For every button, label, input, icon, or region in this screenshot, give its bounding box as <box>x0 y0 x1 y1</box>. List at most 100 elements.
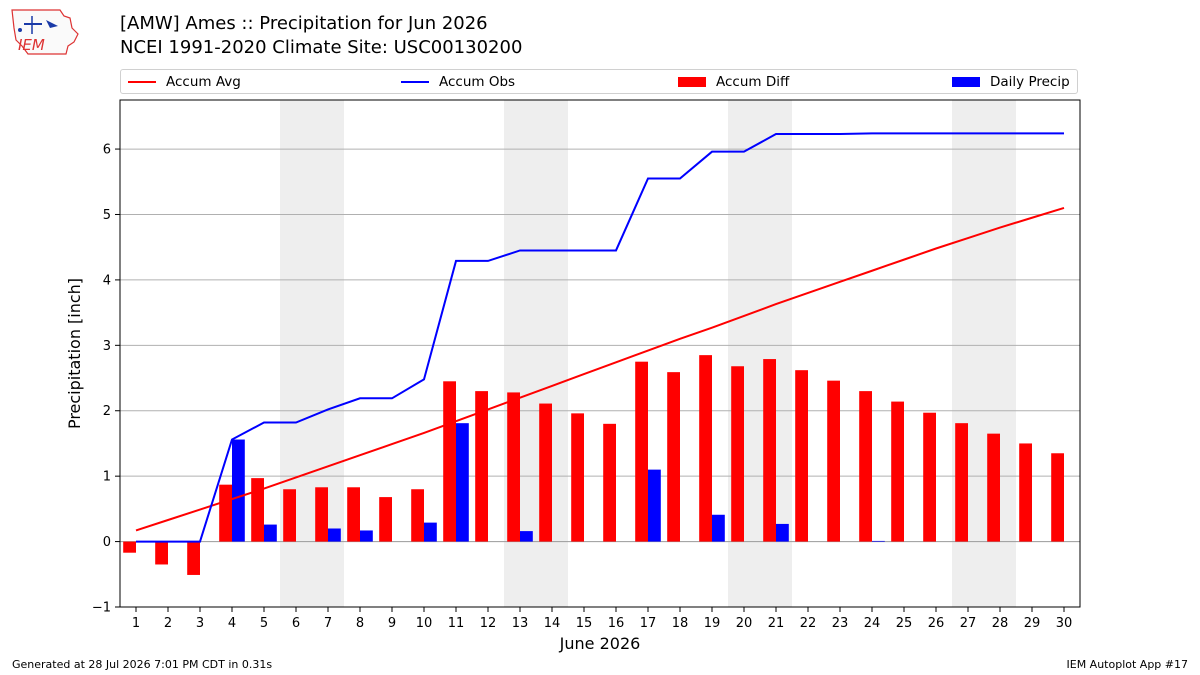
y-tick-label: 5 <box>103 208 111 223</box>
accum-diff-bar <box>315 487 328 542</box>
x-tick-label: 8 <box>356 616 364 631</box>
daily-precip-bar <box>776 523 789 542</box>
accum-diff-bar <box>827 380 840 542</box>
accum-diff-bar <box>1051 453 1064 542</box>
daily-precip-bar <box>520 531 533 542</box>
chart-title: [AMW] Ames :: Precipitation for Jun 2026 <box>120 13 488 34</box>
accum-diff-bar <box>1019 443 1032 542</box>
legend-item-accum-obs: Accum Obs <box>401 73 515 91</box>
accum-obs-line <box>136 132 1064 543</box>
x-tick-label: 4 <box>228 616 236 631</box>
x-tick-label: 9 <box>388 616 396 631</box>
x-tick-label: 13 <box>512 616 529 631</box>
accum-diff-bar <box>699 355 712 542</box>
accum-diff-bar <box>475 391 488 542</box>
daily-precip-bar <box>264 524 277 542</box>
x-tick-label: 20 <box>736 616 753 631</box>
x-tick-label: 1 <box>132 616 140 631</box>
daily-precip-bar <box>872 540 885 542</box>
x-tick-label: 23 <box>832 616 849 631</box>
x-tick-label: 16 <box>608 616 625 631</box>
legend-label-accum-avg: Accum Avg <box>166 74 241 90</box>
accum-diff-bar <box>731 366 744 542</box>
legend-item-accum-avg: Accum Avg <box>128 73 241 91</box>
daily-precip-bar <box>648 469 661 542</box>
accum-diff-bar <box>667 372 680 542</box>
daily-precip-bar <box>712 514 725 542</box>
chart-legend: Accum Avg Accum Obs Accum Diff Daily Pre… <box>120 69 1078 94</box>
legend-swatch-daily-precip <box>952 77 980 87</box>
x-tick-label: 6 <box>292 616 300 631</box>
accum-diff-bar <box>187 541 200 575</box>
accum-diff-bar <box>635 361 648 542</box>
accum-avg-line <box>135 206 1065 532</box>
x-tick-label: 18 <box>672 616 689 631</box>
x-tick-label: 5 <box>260 616 268 631</box>
accum-diff-bar <box>859 391 872 542</box>
x-tick-label: 19 <box>704 616 721 631</box>
footer-app-label: IEM Autoplot App #17 <box>1066 658 1189 671</box>
y-tick-label: −1 <box>92 601 111 616</box>
y-tick-label: 2 <box>103 404 111 419</box>
legend-item-accum-diff: Accum Diff <box>678 73 789 91</box>
plot-frame <box>119 99 1081 608</box>
y-tick-label: 3 <box>103 339 111 354</box>
y-tick-label: 4 <box>103 273 111 288</box>
accum-diff-bar <box>347 487 360 542</box>
x-tick-label: 17 <box>640 616 657 631</box>
x-tick-label: 24 <box>864 616 881 631</box>
y-tick-label: 0 <box>103 535 111 550</box>
x-axis-label: June 2026 <box>559 634 641 653</box>
daily-precip-bar <box>424 522 437 542</box>
accum-diff-bar <box>379 497 392 542</box>
daily-precip-bar <box>456 423 469 542</box>
iem-logo: IEM <box>11 9 79 55</box>
x-tick-label: 22 <box>800 616 817 631</box>
legend-label-daily-precip: Daily Precip <box>990 74 1070 90</box>
legend-label-accum-diff: Accum Diff <box>716 74 790 90</box>
x-tick-label: 12 <box>480 616 497 631</box>
accum-diff-bar <box>987 433 1000 542</box>
legend-item-daily-precip: Daily Precip <box>952 73 1070 91</box>
legend-label-accum-obs: Accum Obs <box>439 74 516 90</box>
accum-diff-bar <box>411 489 424 542</box>
accum-diff-bar <box>123 541 136 553</box>
accum-diff-bar <box>155 541 168 565</box>
x-tick-label: 28 <box>992 616 1009 631</box>
legend-swatch-accum-avg <box>128 81 156 83</box>
accum-diff-bar <box>571 413 584 542</box>
y-tick-label: 6 <box>103 143 111 158</box>
y-tick-label: 1 <box>103 470 111 485</box>
x-tick-label: 10 <box>416 616 433 631</box>
legend-swatch-accum-diff <box>678 77 706 87</box>
x-tick-label: 3 <box>196 616 204 631</box>
daily-precip-bar <box>232 439 245 542</box>
accum-diff-bar <box>795 370 808 542</box>
x-tick-label: 27 <box>960 616 977 631</box>
x-tick-label: 14 <box>544 616 561 631</box>
accum-diff-bar <box>603 423 616 542</box>
accum-diff-bar <box>443 381 456 542</box>
accum-diff-bar <box>251 478 264 542</box>
accum-diff-bar <box>283 489 296 542</box>
x-tick-label: 7 <box>324 616 332 631</box>
x-tick-label: 26 <box>928 616 945 631</box>
logo-text: IEM <box>18 36 45 54</box>
y-axis-label: Precipitation [inch] <box>65 278 84 429</box>
accum-diff-bar <box>763 359 776 542</box>
x-tick-label: 29 <box>1024 616 1041 631</box>
x-tick-label: 30 <box>1056 616 1073 631</box>
chart-subtitle: NCEI 1991-2020 Climate Site: USC00130200 <box>120 37 523 58</box>
accum-diff-bar <box>923 412 936 542</box>
x-tick-label: 21 <box>768 616 785 631</box>
daily-precip-bar <box>360 530 373 542</box>
accum-diff-bar <box>219 484 232 542</box>
x-tick-label: 15 <box>576 616 593 631</box>
accum-diff-bar <box>507 392 520 542</box>
footer-generated-text: Generated at 28 Jul 2026 7:01 PM CDT in … <box>12 658 273 671</box>
x-tick-label: 2 <box>164 616 172 631</box>
legend-swatch-accum-obs <box>401 81 429 83</box>
accum-diff-bar <box>539 403 552 542</box>
accum-diff-bar <box>891 401 904 542</box>
